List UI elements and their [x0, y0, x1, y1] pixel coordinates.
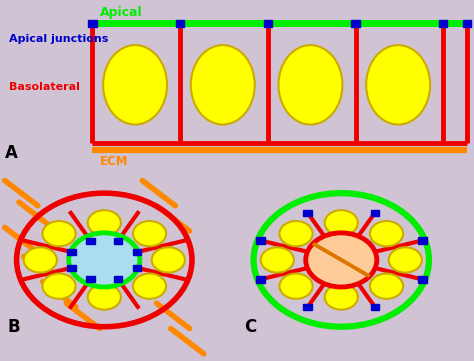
Ellipse shape — [306, 233, 377, 287]
Bar — [303, 304, 312, 310]
Text: A: A — [5, 144, 18, 162]
Bar — [371, 304, 379, 310]
Bar — [463, 20, 471, 27]
Circle shape — [370, 221, 403, 246]
Circle shape — [370, 274, 403, 299]
Text: C: C — [244, 318, 256, 336]
Text: Apical: Apical — [100, 6, 142, 19]
Text: ECM: ECM — [100, 155, 128, 168]
Bar — [303, 210, 312, 216]
Bar — [351, 20, 360, 27]
Bar — [86, 238, 95, 244]
Bar — [133, 249, 141, 255]
Bar — [256, 237, 264, 244]
Bar — [114, 276, 122, 282]
Bar — [256, 276, 264, 283]
Bar — [67, 249, 76, 255]
Circle shape — [325, 284, 358, 310]
Ellipse shape — [69, 233, 140, 287]
Circle shape — [389, 247, 422, 273]
Bar — [114, 238, 122, 244]
Circle shape — [43, 274, 76, 299]
Bar — [133, 265, 141, 271]
Bar — [67, 265, 76, 271]
Bar — [371, 210, 379, 216]
Circle shape — [133, 221, 166, 246]
Bar — [418, 237, 427, 244]
Bar — [86, 276, 95, 282]
Circle shape — [24, 247, 57, 273]
Text: B: B — [7, 318, 20, 336]
Circle shape — [43, 221, 76, 246]
Circle shape — [88, 210, 121, 235]
Text: Basolateral: Basolateral — [9, 82, 81, 92]
Ellipse shape — [366, 45, 430, 125]
Bar — [264, 20, 272, 27]
Ellipse shape — [279, 45, 342, 125]
Ellipse shape — [103, 45, 167, 125]
Circle shape — [325, 210, 358, 235]
Bar — [418, 276, 427, 283]
Circle shape — [280, 221, 313, 246]
Ellipse shape — [191, 45, 255, 125]
Circle shape — [280, 274, 313, 299]
Bar — [439, 20, 447, 27]
Circle shape — [88, 284, 121, 310]
Circle shape — [261, 247, 294, 273]
Circle shape — [152, 247, 185, 273]
Circle shape — [133, 274, 166, 299]
Bar — [176, 20, 184, 27]
Text: Apical junctions: Apical junctions — [9, 34, 109, 44]
Bar — [88, 20, 97, 27]
